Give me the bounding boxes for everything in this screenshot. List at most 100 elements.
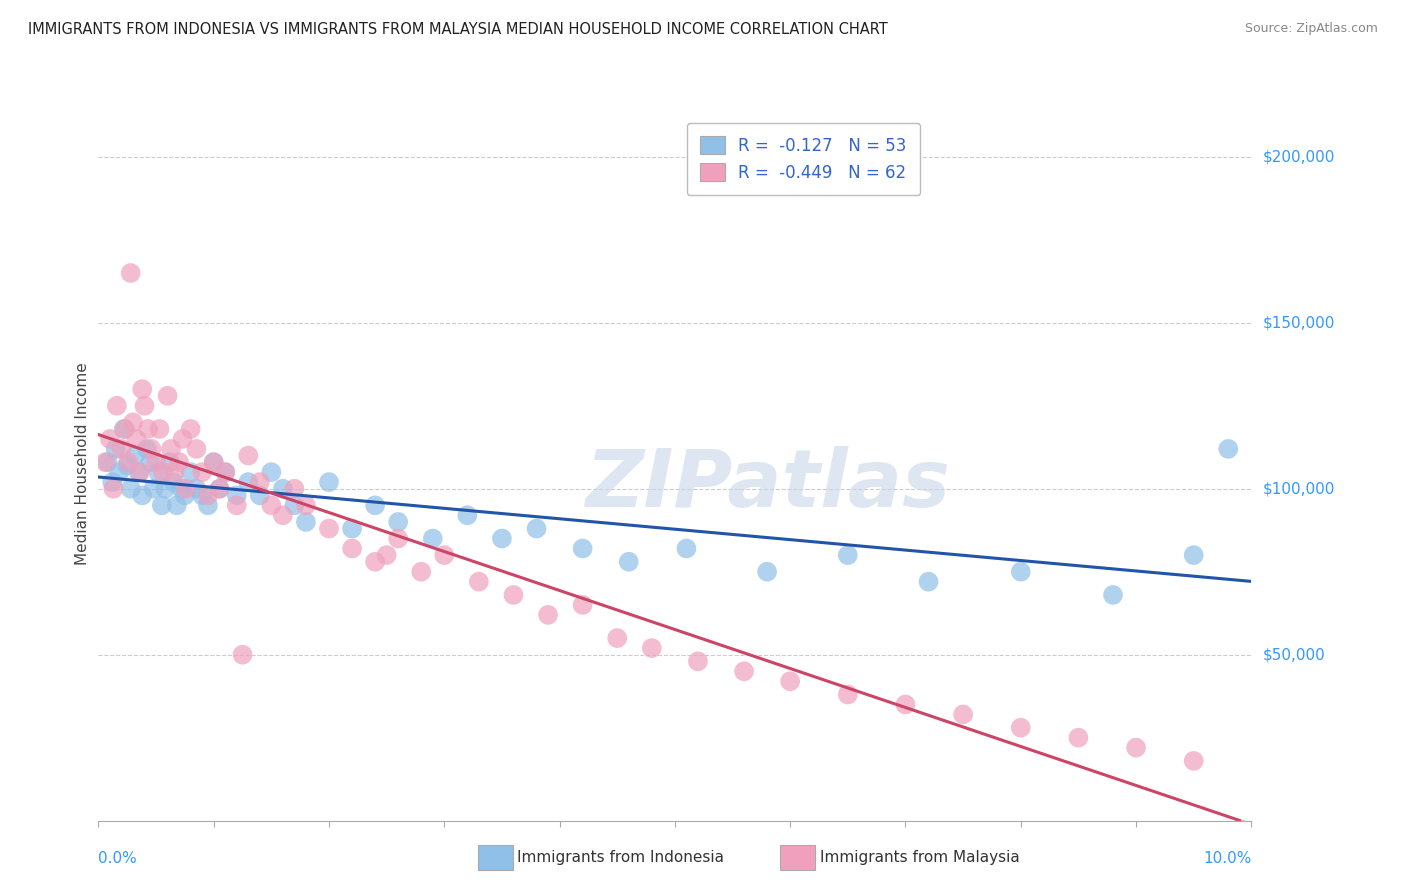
Point — [238, 449, 260, 463]
Point — [174, 488, 197, 502]
Point — [1182, 754, 1205, 768]
Point — [318, 475, 340, 489]
Point — [163, 465, 186, 479]
Point — [318, 522, 340, 536]
Point — [1067, 731, 1090, 745]
Point — [94, 455, 117, 469]
Point — [340, 522, 363, 536]
Point — [131, 488, 153, 502]
Y-axis label: Median Household Income: Median Household Income — [75, 362, 90, 566]
Point — [104, 442, 127, 456]
Point — [117, 455, 139, 469]
Point — [214, 465, 236, 479]
Point — [571, 541, 593, 556]
Point — [675, 541, 697, 556]
Point — [779, 674, 801, 689]
Point — [134, 399, 156, 413]
Point — [1102, 588, 1125, 602]
Point — [135, 442, 157, 456]
Point — [191, 465, 214, 479]
Point — [156, 389, 179, 403]
Point — [837, 688, 859, 702]
Point — [186, 482, 208, 496]
Point — [502, 588, 524, 602]
Point — [617, 555, 640, 569]
Point — [180, 465, 202, 479]
Point — [191, 488, 214, 502]
Point — [97, 455, 120, 469]
Point — [180, 422, 202, 436]
Text: Immigrants from Indonesia: Immigrants from Indonesia — [517, 850, 724, 864]
Text: 10.0%: 10.0% — [1204, 851, 1251, 866]
Point — [167, 455, 190, 469]
Point — [174, 482, 197, 496]
Point — [162, 475, 184, 489]
Point — [756, 565, 779, 579]
Point — [364, 555, 387, 569]
Point — [295, 515, 318, 529]
Point — [340, 541, 363, 556]
Point — [202, 455, 225, 469]
Point — [283, 482, 305, 496]
Point — [952, 707, 974, 722]
Text: $50,000: $50,000 — [1263, 648, 1326, 662]
Text: $200,000: $200,000 — [1263, 149, 1334, 164]
Point — [129, 465, 152, 479]
Point — [186, 442, 208, 456]
Point — [225, 488, 247, 502]
Point — [271, 482, 294, 496]
Point — [150, 499, 173, 513]
Point — [125, 432, 148, 446]
Point — [208, 482, 231, 496]
Point — [148, 422, 170, 436]
Point — [260, 499, 283, 513]
Point — [468, 574, 491, 589]
Point — [917, 574, 939, 589]
Point — [108, 465, 131, 479]
Point — [249, 475, 271, 489]
Legend: R =  -0.127   N = 53, R =  -0.449   N = 62: R = -0.127 N = 53, R = -0.449 N = 62 — [686, 122, 920, 194]
Point — [170, 482, 193, 496]
Point — [136, 422, 159, 436]
Point — [208, 482, 231, 496]
Point — [110, 442, 132, 456]
Point — [225, 499, 247, 513]
Point — [295, 499, 318, 513]
Text: IMMIGRANTS FROM INDONESIA VS IMMIGRANTS FROM MALAYSIA MEDIAN HOUSEHOLD INCOME CO: IMMIGRANTS FROM INDONESIA VS IMMIGRANTS … — [28, 22, 887, 37]
Point — [128, 465, 150, 479]
Point — [1125, 740, 1147, 755]
Point — [152, 465, 174, 479]
Text: $100,000: $100,000 — [1263, 481, 1334, 496]
Point — [155, 482, 177, 496]
Point — [686, 654, 709, 668]
Point — [364, 499, 387, 513]
Point — [141, 442, 163, 456]
Point — [387, 515, 409, 529]
Point — [114, 422, 136, 436]
Point — [641, 641, 664, 656]
Point — [1182, 548, 1205, 562]
Point — [283, 499, 305, 513]
Point — [202, 455, 225, 469]
Text: $150,000: $150,000 — [1263, 315, 1334, 330]
Point — [142, 482, 165, 496]
Point — [433, 548, 456, 562]
Point — [172, 432, 194, 446]
Point — [197, 488, 219, 502]
Point — [122, 415, 145, 429]
Point — [124, 449, 146, 463]
Point — [117, 458, 138, 473]
Point — [103, 482, 125, 496]
Point — [159, 455, 181, 469]
Point — [1010, 565, 1032, 579]
Point — [375, 548, 398, 562]
Point — [145, 455, 167, 469]
Point — [537, 607, 560, 622]
Point — [260, 465, 283, 479]
Point — [249, 488, 271, 502]
Point — [120, 482, 142, 496]
Point — [571, 598, 593, 612]
Point — [1218, 442, 1240, 456]
Point — [148, 465, 170, 479]
Text: Immigrants from Malaysia: Immigrants from Malaysia — [820, 850, 1019, 864]
